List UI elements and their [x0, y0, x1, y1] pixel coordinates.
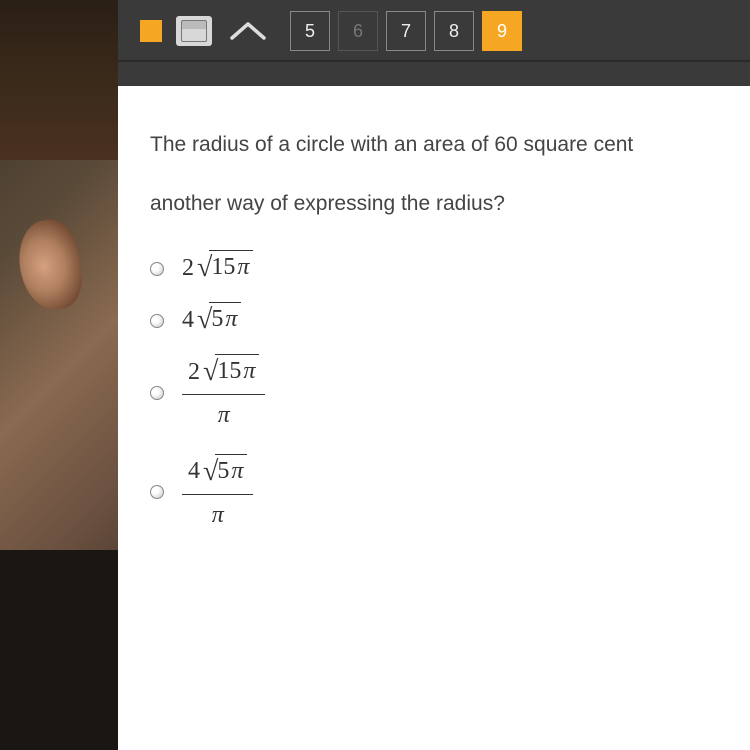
coef: 2 [188, 356, 200, 390]
nav-question-6[interactable]: 6 [338, 11, 378, 51]
flag-button[interactable] [140, 20, 162, 42]
radicand-num: 5 [211, 306, 223, 332]
question-nav: 5 6 7 8 9 [290, 11, 522, 51]
radio-a[interactable] [150, 262, 164, 276]
option-d-math: 4 √ 5π π [182, 453, 253, 533]
radio-d[interactable] [150, 485, 164, 499]
photo-region [0, 550, 118, 750]
denominator: π [212, 495, 224, 533]
radio-b[interactable] [150, 314, 164, 328]
radicand-num: 15 [211, 254, 235, 280]
denominator: π [218, 395, 230, 433]
numerator: 2 √ 15π [182, 353, 265, 395]
option-c[interactable]: 2 √ 15π π [150, 353, 750, 433]
option-b-math: 4 √ 5π [182, 301, 241, 340]
option-b[interactable]: 4 √ 5π [150, 301, 750, 341]
pi-symbol: π [225, 306, 237, 332]
coef: 4 [182, 304, 194, 338]
photo-region [0, 0, 118, 160]
radicand: 15π [215, 354, 259, 389]
toolbar-spacer [118, 62, 750, 86]
option-a-math: 2 √ 15π [182, 249, 253, 288]
nav-question-8[interactable]: 8 [434, 11, 474, 51]
answer-options: 2 √ 15π 4 √ 5π 2 [150, 249, 750, 533]
radicand-num: 15 [217, 358, 241, 384]
coef: 4 [188, 455, 200, 489]
pi-symbol: π [237, 254, 249, 280]
chevron-up-icon [228, 18, 268, 44]
toolbar: 5 6 7 8 9 [118, 0, 750, 62]
option-a[interactable]: 2 √ 15π [150, 249, 750, 289]
question-text-line-1: The radius of a circle with an area of 6… [150, 130, 750, 159]
numerator: 4 √ 5π [182, 453, 253, 495]
nav-question-5[interactable]: 5 [290, 11, 330, 51]
fraction: 2 √ 15π π [182, 353, 265, 433]
radicand: 5π [215, 454, 247, 489]
radicand: 5π [209, 302, 241, 337]
pi-symbol: π [231, 458, 243, 484]
fraction: 4 √ 5π π [182, 453, 253, 533]
nav-question-7[interactable]: 7 [386, 11, 426, 51]
pi-symbol: π [243, 358, 255, 384]
photo-region [13, 215, 88, 314]
question-text-line-2: another way of expressing the radius? [150, 189, 750, 218]
radicand: 15π [209, 250, 253, 285]
question-panel: The radius of a circle with an area of 6… [118, 86, 750, 750]
calculator-button[interactable] [176, 16, 212, 46]
option-c-math: 2 √ 15π π [182, 353, 265, 433]
nav-question-9[interactable]: 9 [482, 11, 522, 51]
webcam-preview [0, 0, 118, 750]
radicand-num: 5 [217, 458, 229, 484]
collapse-arrow-button[interactable] [226, 16, 270, 46]
radio-c[interactable] [150, 386, 164, 400]
option-d[interactable]: 4 √ 5π π [150, 453, 750, 533]
coef: 2 [182, 252, 194, 286]
